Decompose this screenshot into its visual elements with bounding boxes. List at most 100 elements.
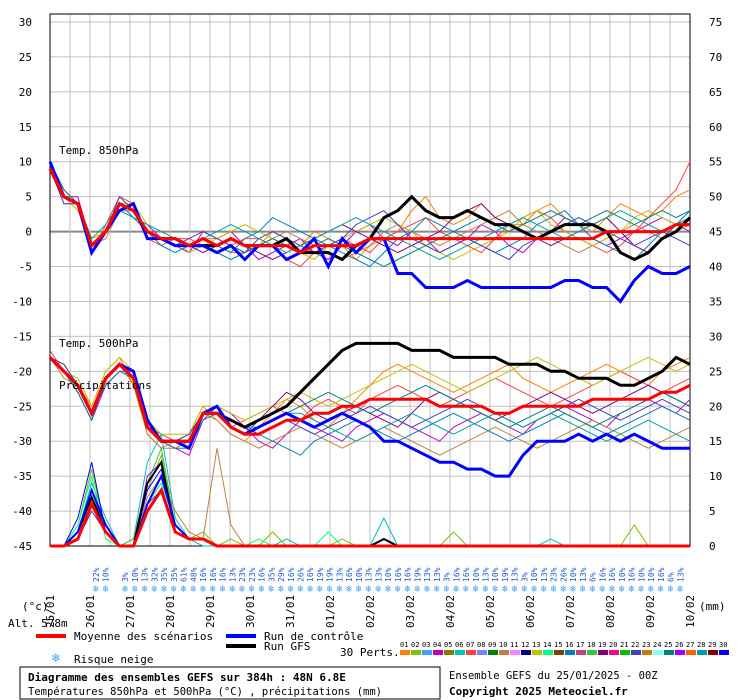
snow-risk-pct: 13% xyxy=(579,567,588,582)
snow-risk-pct: 23% xyxy=(248,567,257,582)
snow-flake-icon: ❄ xyxy=(512,584,519,595)
pert-legend-swatch xyxy=(477,650,487,655)
snow-risk-pct: 35% xyxy=(160,567,169,582)
legend-control-label: Run de contrôle xyxy=(264,630,363,643)
y-tick-right: 0 xyxy=(709,540,716,553)
snow-risk-pct: 13% xyxy=(228,567,237,582)
y-tick-left: 10 xyxy=(19,156,32,169)
snow-risk-pct: 10% xyxy=(491,567,500,582)
snow-flake-icon: ❄ xyxy=(531,584,538,595)
snow-risk-pct: 19% xyxy=(501,567,510,582)
x-tick-label: 05/02 xyxy=(484,595,497,628)
pert-legend-swatch xyxy=(499,650,509,655)
snow-risk-pct: 23% xyxy=(238,567,247,582)
pert-legend-swatch xyxy=(488,650,498,655)
pert-legend-swatch xyxy=(444,650,454,655)
pert-legend-label: 02 xyxy=(411,641,419,649)
pert-legend-swatch xyxy=(433,650,443,655)
pert-legend-swatch xyxy=(466,650,476,655)
snow-flake-icon: ❄ xyxy=(395,584,402,595)
x-tick-label: 03/02 xyxy=(404,595,417,628)
snow-risk-pct: 19% xyxy=(326,567,335,582)
x-tick-label: 09/02 xyxy=(644,595,657,628)
panel-label-precip: Précipitations xyxy=(59,379,152,392)
snow-risk-pct: 13% xyxy=(540,567,549,582)
snow-flake-icon: ❄ xyxy=(346,584,353,595)
snow-risk-pct: 29% xyxy=(277,567,286,582)
snow-risk-pct: 3% xyxy=(121,572,130,582)
snow-risk-pct: 16% xyxy=(287,567,296,582)
pert-legend-swatch xyxy=(565,650,575,655)
pert-legend-swatch xyxy=(532,650,542,655)
snow-flake-icon: ❄ xyxy=(609,584,616,595)
pert-legend-label: 05 xyxy=(444,641,452,649)
y-tick-left: 30 xyxy=(19,16,32,29)
snow-risk-pct: 13% xyxy=(433,567,442,582)
t850-mean-line xyxy=(48,168,690,255)
y-tick-right: 35 xyxy=(709,295,722,308)
snow-risk-pct: 16% xyxy=(219,567,228,582)
x-tick-label: 27/01 xyxy=(124,595,137,628)
snow-flake-icon: ❄ xyxy=(200,584,207,595)
pert-legend-swatch xyxy=(642,650,652,655)
snow-flake-icon: ❄ xyxy=(590,584,597,595)
snow-risk-pct: 10% xyxy=(569,567,578,582)
pert-legend-swatch xyxy=(653,650,663,655)
altitude-label: Alt. 578m xyxy=(8,617,68,630)
snow-flake-icon: ❄ xyxy=(151,584,158,595)
snow-risk-pct: 6% xyxy=(667,572,676,582)
legend-snow-icon: ❄ xyxy=(51,651,60,666)
y-tick-right: 40 xyxy=(709,261,722,274)
y-tick-right: 15 xyxy=(709,435,722,448)
snow-risk-pct: 10% xyxy=(530,567,539,582)
snow-risk-pct: 6% xyxy=(589,572,598,582)
legend-snow-label: Risque neige xyxy=(74,653,153,666)
pert-legend-swatch xyxy=(598,650,608,655)
y-tick-right: 30 xyxy=(709,330,722,343)
snow-risk-pct: 16% xyxy=(598,567,607,582)
x-tick-label: 07/02 xyxy=(564,595,577,628)
snow-risk-pct: 35% xyxy=(170,567,179,582)
x-tick-label: 30/01 xyxy=(244,595,257,628)
snow-flake-icon: ❄ xyxy=(599,584,606,595)
snow-risk-pct: 16% xyxy=(452,567,461,582)
run-info: Ensemble GEFS du 25/01/2025 - 00Z xyxy=(449,670,658,682)
pert-legend-label: 03 xyxy=(422,641,430,649)
y-tick-right: 55 xyxy=(709,156,722,169)
x-axis: 25/01 26/01 27/01 28/01 29/01 30/01 31/01 01/02… xyxy=(44,595,697,628)
snow-risk-pct: 16% xyxy=(462,567,471,582)
snow-risk-pct: 13% xyxy=(374,567,383,582)
snow-flake-icon: ❄ xyxy=(259,584,266,595)
legend-gfs-label: Run GFS xyxy=(264,640,310,653)
legend-perts-title: 30 Perts. xyxy=(340,646,400,659)
snow-risk-pct: 10% xyxy=(131,567,140,582)
pert-legend-swatch xyxy=(521,650,531,655)
pert-legend-swatch xyxy=(543,650,553,655)
x-tick-label: 31/01 xyxy=(284,595,297,628)
snow-flake-icon: ❄ xyxy=(366,584,373,595)
snow-risk-pct: 10% xyxy=(637,567,646,582)
panel-label-t850: Temp. 850hPa xyxy=(59,144,138,157)
snow-flake-icon: ❄ xyxy=(570,584,577,595)
snow-flake-icon: ❄ xyxy=(210,584,217,595)
snow-risk-pct: 3% xyxy=(520,572,529,582)
snow-risk-pct: 16% xyxy=(657,567,666,582)
snow-flake-icon: ❄ xyxy=(619,584,626,595)
snow-risk-pct: 16% xyxy=(404,567,413,582)
snow-flake-icon: ❄ xyxy=(502,584,509,595)
precip-mean-line xyxy=(50,486,690,548)
chart-title: Diagramme des ensembles GEFS sur 384h : … xyxy=(28,671,346,684)
snow-flake-icon: ❄ xyxy=(629,584,636,595)
x-tick-label: 04/02 xyxy=(444,595,457,628)
pert-legend-label: 08 xyxy=(477,641,485,649)
snow-flake-icon: ❄ xyxy=(122,584,129,595)
snow-flake-icon: ❄ xyxy=(424,584,431,595)
pert-legend-swatch xyxy=(510,650,520,655)
t500-pert-line xyxy=(49,356,691,435)
y-tick-left: 5 xyxy=(25,191,32,204)
pert-legend-label: 27 xyxy=(686,641,694,649)
t500-control-line xyxy=(48,356,690,478)
snow-risk-pct: 16% xyxy=(628,567,637,582)
